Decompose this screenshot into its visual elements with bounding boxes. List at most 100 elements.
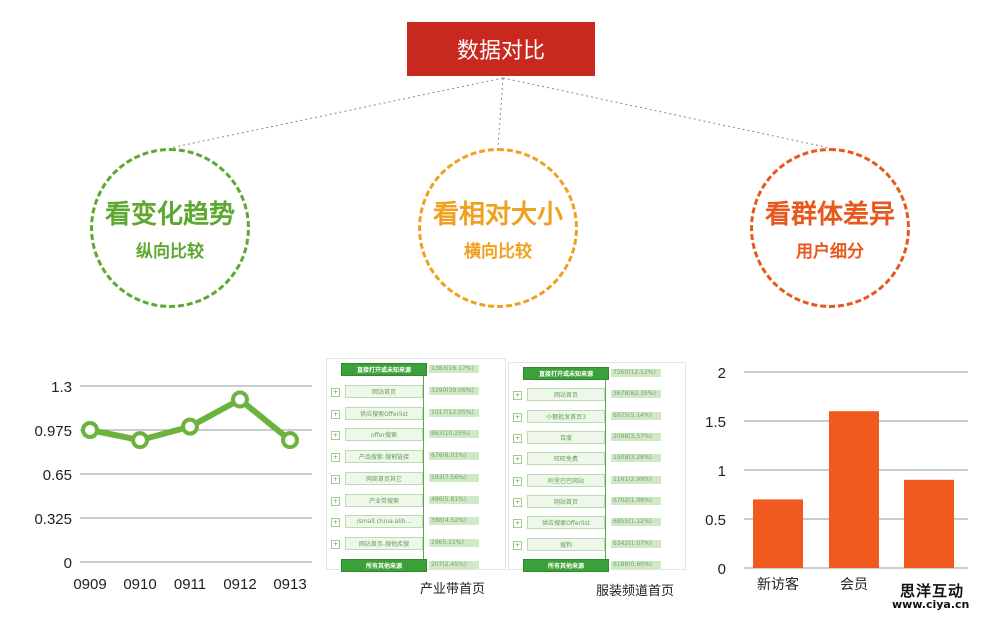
funnel-value-bar: 2098(3.57%) xyxy=(611,433,661,441)
watermark-logo: 思洋互动 xyxy=(900,582,965,600)
funnel-source-row: 网站首页 xyxy=(527,388,605,402)
funnel-value-bar: 593(7.56%) xyxy=(429,473,479,482)
funnel-expand-icon: + xyxy=(513,498,522,507)
funnel-connector-line xyxy=(605,371,606,561)
trend-subtitle: 纵向比较 xyxy=(136,242,204,262)
funnel-source-row: 旺旺免费 xyxy=(527,452,605,466)
funnel-value-bar: 6855(1.12%) xyxy=(611,518,661,527)
funnel-expand-icon: + xyxy=(331,540,340,550)
funnel-value-bar: 1508(3.28%) xyxy=(611,454,661,463)
funnel-source-row: 小额批发首页3 xyxy=(527,409,605,423)
funnel-source-row: 网站首页 xyxy=(527,495,605,508)
funnel-source-row: 供应搜索Offerlist xyxy=(345,406,423,420)
funnel-value-bar: 676(8.01%) xyxy=(429,452,479,461)
funnel-left-caption: 产业带首页 xyxy=(420,582,486,597)
funnel-expand-icon: + xyxy=(331,496,340,506)
bar-mark xyxy=(753,499,803,568)
funnel-expand-icon: + xyxy=(331,387,340,397)
group-subtitle: 用户细分 xyxy=(796,242,864,262)
funnel-source-row: 阿里巴巴网站 xyxy=(527,473,605,487)
line-xtick-label: 0909 xyxy=(73,576,106,593)
bar-mark xyxy=(829,411,879,568)
funnel-value-bar: 3290(39.06%) xyxy=(429,386,479,395)
funnel-source-row: 产品搜索-搜割链接 xyxy=(345,450,423,464)
line-xtick-label: 0910 xyxy=(123,576,156,593)
funnel-value-bar: 1161(2.99%) xyxy=(611,475,661,484)
line-point xyxy=(231,390,249,409)
funnel-expand-icon: + xyxy=(331,409,340,419)
bar-ytick-label: 0.5 xyxy=(705,512,726,529)
line-ytick-label: 0.325 xyxy=(34,511,72,528)
funnel-expand-icon: + xyxy=(331,518,340,528)
size-subtitle: 横向比较 xyxy=(464,242,532,262)
title-text: 数据对比 xyxy=(456,39,545,64)
bar-chart: 2 1.5 1 0.5 0 新访客 会员 xyxy=(705,365,968,593)
bar-category-label: 会员 xyxy=(840,577,868,593)
line-ytick-label: 0.975 xyxy=(34,423,72,440)
funnel-value-bar: 1383(16.17%) xyxy=(429,365,479,373)
funnel-source-total: 直接打开或未知来源 xyxy=(523,367,609,380)
funnel-value-bar: 3678(62.35%) xyxy=(611,390,661,399)
line-point xyxy=(281,431,299,450)
funnel-right-caption: 服装频道首页 xyxy=(596,584,675,599)
line-ytick-label: 0 xyxy=(64,555,72,572)
funnel-source-row: /small.china.alib... xyxy=(345,515,423,529)
line-ytick-label: 0.65 xyxy=(43,467,72,484)
funnel-expand-icon: + xyxy=(513,476,522,486)
funnel-source-row: 网站首页-搜他库搜 xyxy=(345,537,423,551)
funnel-source-total: 所有其他来源 xyxy=(341,559,427,572)
line-xtick-label: 0913 xyxy=(273,576,306,593)
line-xtick-label: 0912 xyxy=(223,576,256,593)
funnel-source-row: offer搜索 xyxy=(345,428,423,442)
funnel-value-bar: 863(10.25%) xyxy=(429,430,479,439)
funnel-source-row: 搜狗 xyxy=(527,537,605,551)
bar-ytick-label: 1.5 xyxy=(705,414,726,431)
funnel-source-row: 网站首页 xyxy=(345,384,423,398)
funnel-source-total: 所有其他来源 xyxy=(523,559,609,572)
funnel-value-bar: 1965.11%) xyxy=(429,539,479,548)
size-title: 看相对大小 xyxy=(432,200,563,230)
bar-category-label: 新访客 xyxy=(757,576,799,593)
funnel-expand-icon: + xyxy=(513,455,522,465)
funnel-expand-icon: + xyxy=(331,474,340,484)
funnel-source-row: 产业带搜索 xyxy=(345,493,423,507)
size-circle: 看相对大小 横向比较 xyxy=(418,148,578,308)
funnel-value-bar: 6342(1.07%) xyxy=(611,539,661,548)
line-point xyxy=(181,417,199,436)
watermark-url: www.ciya.cn xyxy=(892,598,970,611)
line-xtick-label: 0911 xyxy=(174,576,206,593)
group-title: 看群体差异 xyxy=(764,200,895,230)
funnel-expand-icon: + xyxy=(513,391,522,401)
funnel-value-bar: 388(4.52%) xyxy=(429,517,479,526)
line-point xyxy=(131,431,149,450)
funnel-value-bar: 6702(1.98%) xyxy=(611,497,661,505)
funnel-connector-line xyxy=(423,367,424,561)
funnel-value-bar: 207(2.45%) xyxy=(429,561,479,569)
bar-ytick-label: 2 xyxy=(718,365,726,382)
funnel-expand-icon: + xyxy=(513,540,522,550)
funnel-left: 直接打开或未知来源 1383(16.17%) + 网站首页 3290(39.06%) + 供… xyxy=(326,358,506,572)
funnel-right: 直接打开或未知来源 7260(12.52%) + 网站首页 3678(62.35%) + 小… xyxy=(508,362,686,572)
title-box: 数据对比 xyxy=(407,22,595,76)
funnel-expand-icon: + xyxy=(331,453,340,463)
funnel-expand-icon: + xyxy=(513,434,522,443)
funnel-expand-icon: + xyxy=(513,519,522,529)
funnel-source-row: 百度 xyxy=(527,431,605,444)
trend-title: 看变化趋势 xyxy=(104,200,235,230)
funnel-value-bar: 1017(12.05%) xyxy=(429,408,479,417)
funnel-value-bar: 6975(5.14%) xyxy=(611,411,661,420)
funnel-source-total: 直接打开或未知来源 xyxy=(341,363,427,376)
bar-mark xyxy=(904,479,954,568)
funnel-source-row: 网商首页其它 xyxy=(345,471,423,485)
bar-ytick-label: 1 xyxy=(718,463,726,480)
funnel-expand-icon: + xyxy=(331,431,340,441)
funnel-value-bar: 7260(12.52%) xyxy=(611,369,661,377)
trend-circle: 看变化趋势 纵向比较 xyxy=(90,148,250,308)
funnel-value-bar: 486(5.81%) xyxy=(429,495,479,504)
group-circle: 看群体差异 用户细分 xyxy=(750,148,910,308)
funnel-source-row: 供应搜索Offerlist xyxy=(527,516,605,530)
funnel-expand-icon: + xyxy=(513,412,522,422)
funnel-value-bar: 6188(0.60%) xyxy=(611,561,661,569)
